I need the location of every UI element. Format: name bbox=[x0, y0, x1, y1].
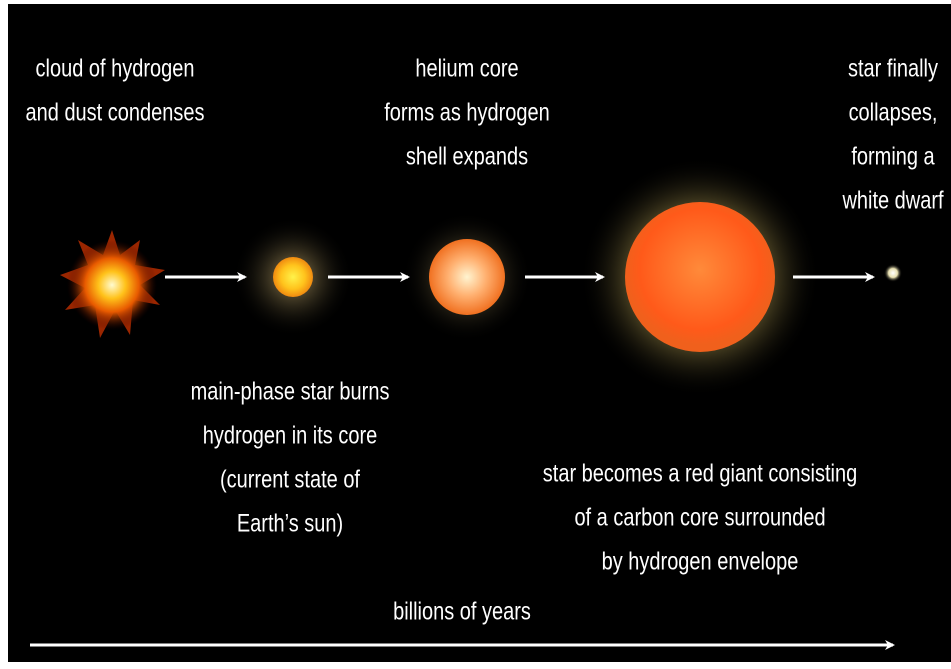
page: cloud of hydrogen and dust condenses main-… bbox=[0, 0, 951, 669]
label-line: star becomes a red giant consisting bbox=[543, 460, 857, 488]
red-giant bbox=[625, 202, 775, 352]
main-phase-star bbox=[273, 257, 313, 297]
label-line: Earth’s sun) bbox=[237, 510, 343, 538]
white-dwarf bbox=[884, 264, 902, 282]
helium-star bbox=[429, 239, 505, 315]
label-line: helium core bbox=[415, 55, 518, 83]
diagram: cloud of hydrogen and dust condenses main-… bbox=[0, 0, 951, 669]
label-line: main-phase star burns bbox=[191, 378, 390, 406]
label-line: of a carbon core surrounded bbox=[574, 504, 825, 532]
label-line: collapses, bbox=[849, 99, 938, 127]
label-line: forms as hydrogen bbox=[384, 99, 550, 127]
cloud-star bbox=[67, 240, 157, 330]
label-line: hydrogen in its core bbox=[203, 422, 377, 450]
label-line: forming a bbox=[851, 143, 935, 171]
label-line: star finally bbox=[848, 55, 939, 83]
label-line: cloud of hydrogen bbox=[36, 55, 195, 83]
label-line: white dwarf bbox=[842, 187, 945, 215]
label-line: billions of years bbox=[393, 598, 531, 626]
label-line: and dust condenses bbox=[26, 99, 205, 127]
label-line: shell expands bbox=[406, 143, 528, 171]
label-line: (current state of bbox=[220, 466, 361, 494]
label-line: by hydrogen envelope bbox=[602, 548, 799, 576]
